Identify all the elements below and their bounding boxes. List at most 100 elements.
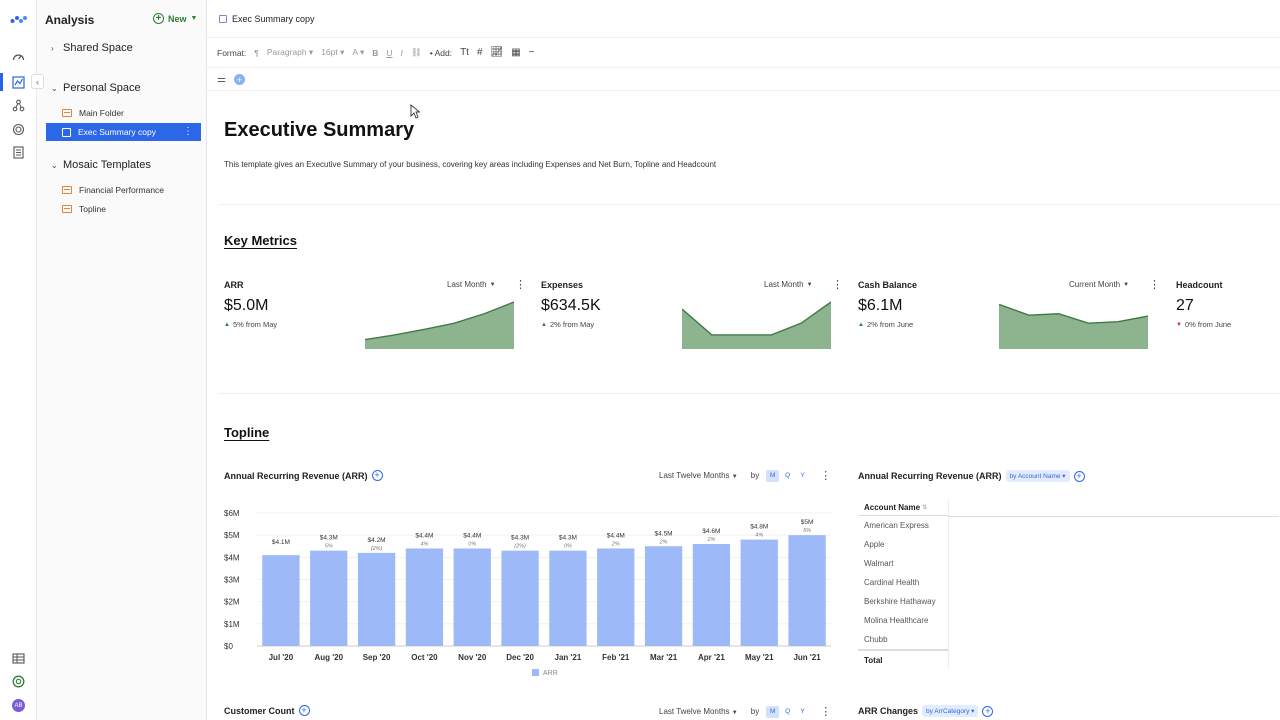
collapse-sidebar-button[interactable]: ‹ xyxy=(31,74,44,89)
page-description[interactable]: This template gives an Executive Summary… xyxy=(224,160,717,169)
arr-table-title[interactable]: Annual Recurring Revenue (ARR) by Accoun… xyxy=(858,470,1085,482)
granularity-y[interactable]: Y xyxy=(800,472,805,479)
underline-icon[interactable]: U xyxy=(386,47,393,58)
font-color-select[interactable]: A ▾ xyxy=(352,47,365,57)
arr-chart-title[interactable]: Annual Recurring Revenue (ARR) + xyxy=(224,470,383,481)
target-icon[interactable] xyxy=(10,121,27,138)
sidebar-item-main-folder[interactable]: Main Folder xyxy=(46,104,201,122)
add-icon[interactable]: + xyxy=(1073,470,1085,482)
bar-value-label: $4.8M xyxy=(750,524,768,531)
add-filter-button[interactable]: + xyxy=(234,74,245,85)
granularity-m[interactable]: M xyxy=(766,705,780,718)
bar xyxy=(405,548,444,646)
item-label: Topline xyxy=(79,204,106,214)
bar-change-label: 5% xyxy=(803,528,811,534)
italic-icon[interactable]: I xyxy=(400,47,403,58)
page-title[interactable]: Executive Summary xyxy=(224,119,415,141)
more-options-icon[interactable]: ⋮ xyxy=(820,706,832,718)
x-tick-label: Sep '20 xyxy=(363,653,391,662)
more-options-icon[interactable]: ⋮ xyxy=(820,470,832,482)
arr-changes-title[interactable]: ARR Changes by ArrCategory ▾ + xyxy=(858,705,994,717)
avatar-icon[interactable]: AB xyxy=(10,697,27,714)
folder-icon xyxy=(62,109,72,117)
line-chart-icon[interactable]: 📈︎ xyxy=(490,47,504,58)
table-row-total[interactable]: Total xyxy=(858,649,949,669)
sidebar-item-financial-performance[interactable]: Financial Performance xyxy=(46,181,201,199)
topline-heading[interactable]: Topline xyxy=(224,425,270,440)
avatar: AB xyxy=(12,699,25,712)
sidebar-item-exec-summary-copy[interactable]: Exec Summary copy ⋮ xyxy=(46,123,201,141)
paragraph-select[interactable]: Paragraph ▾ xyxy=(266,47,314,57)
granularity-y[interactable]: Y xyxy=(800,708,805,715)
bar-value-label: $4.3M xyxy=(511,535,529,542)
divider-icon[interactable]: − xyxy=(528,47,535,58)
table-insert-icon[interactable]: ▦ xyxy=(511,47,521,58)
key-metrics-heading[interactable]: Key Metrics xyxy=(224,233,297,248)
section-shared-space[interactable]: › Shared Space xyxy=(51,42,133,54)
legend-label: ARR xyxy=(543,670,558,677)
period-select[interactable]: Last Month ▼ xyxy=(447,280,496,289)
filter-icon[interactable]: ⚌ xyxy=(217,74,226,85)
table-icon[interactable] xyxy=(10,650,27,667)
hash-icon[interactable]: # xyxy=(476,47,483,58)
link-icon[interactable]: ⛓ xyxy=(410,47,422,57)
add-icon[interactable]: + xyxy=(298,705,310,716)
granularity-m[interactable]: M xyxy=(766,469,780,482)
more-options-icon[interactable]: ⋮ xyxy=(515,279,526,291)
table-row[interactable]: Berkshire Hathaway xyxy=(858,592,949,611)
table-row[interactable]: Walmart xyxy=(858,554,949,573)
bar-change-label: 0% xyxy=(468,541,476,547)
more-options-icon[interactable]: ⋮ xyxy=(1149,279,1160,291)
y-tick-label: $4M xyxy=(224,553,240,562)
add-icon[interactable]: + xyxy=(371,470,383,481)
dashboard-icon[interactable] xyxy=(10,49,27,66)
analysis-icon[interactable] xyxy=(10,74,27,91)
granularity-q[interactable]: Q xyxy=(785,472,791,479)
bar-change-label: (2%) xyxy=(514,544,526,550)
more-options-icon[interactable]: ⋮ xyxy=(183,126,193,137)
period-select[interactable]: Current Month ▼ xyxy=(1069,280,1130,289)
new-button[interactable]: + New ▼ xyxy=(153,13,197,24)
by-arr-category-select[interactable]: by ArrCategory ▾ xyxy=(922,705,979,717)
more-options-icon[interactable]: ⋮ xyxy=(832,279,843,291)
metric-card-headcount[interactable]: Headcount 27 ▼ 0% from June xyxy=(1176,277,1280,357)
period-select[interactable]: Last Twelve Months ▼ xyxy=(659,707,738,716)
filter-row: ⚌ + xyxy=(207,68,1280,91)
logo-icon[interactable] xyxy=(10,11,27,28)
table-row[interactable]: American Express xyxy=(858,516,949,535)
table-row[interactable]: Chubb xyxy=(858,630,949,649)
integrations-icon[interactable] xyxy=(10,97,27,114)
font-size-select[interactable]: 16pt ▾ xyxy=(321,47,345,57)
section-mosaic-templates[interactable]: ⌄ Mosaic Templates xyxy=(51,159,151,171)
granularity-q[interactable]: Q xyxy=(785,708,791,715)
x-tick-label: Jul '20 xyxy=(269,653,294,662)
sidebar-item-topline[interactable]: Topline xyxy=(46,200,201,218)
sparkline xyxy=(682,301,831,349)
sparkline-area xyxy=(999,304,1148,349)
text-icon[interactable]: Tt xyxy=(460,47,469,58)
folder-icon xyxy=(62,205,72,213)
metric-value: 27 xyxy=(1176,297,1194,314)
x-tick-label: May '21 xyxy=(745,653,774,662)
by-account-name-select[interactable]: by Account Name ▾ xyxy=(1005,470,1070,482)
add-icon[interactable]: + xyxy=(982,705,994,717)
metric-card-expenses[interactable]: Expenses Last Month ▼ ⋮ $634.5K ▲ 2% from … xyxy=(541,277,843,357)
metric-card-arr[interactable]: ARR Last Month ▼ ⋮ $5.0M ▲ 5% from May xyxy=(224,277,526,357)
period-select[interactable]: Last Twelve Months ▼ xyxy=(659,471,738,480)
report-icon[interactable] xyxy=(10,144,27,161)
sidebar: Analysis + New ▼ › Shared Space ⌄ Person… xyxy=(37,0,207,720)
table-row[interactable]: Apple xyxy=(858,535,949,554)
customer-count-title[interactable]: Customer Count + xyxy=(224,705,310,716)
table-row[interactable]: Cardinal Health xyxy=(858,573,949,592)
bold-icon[interactable]: B xyxy=(372,47,379,58)
metric-card-cash-balance[interactable]: Cash Balance Current Month ▼ ⋮ $6.1M ▲ 2% … xyxy=(858,277,1160,357)
column-header-account-name[interactable]: Account Name ⇅ xyxy=(858,499,949,516)
section-personal-space[interactable]: ⌄ Personal Space xyxy=(51,82,141,94)
metric-title: Headcount xyxy=(1176,280,1223,290)
document-title[interactable]: Exec Summary copy xyxy=(219,14,315,24)
format-toolbar: Format: ¶ Paragraph ▾ 16pt ▾ A ▾ B U I ⛓… xyxy=(207,38,1280,68)
period-select[interactable]: Last Month ▼ xyxy=(764,280,813,289)
bar-change-label: 4% xyxy=(755,533,763,539)
help-icon[interactable] xyxy=(10,673,27,690)
table-row[interactable]: Molina Healthcare xyxy=(858,611,949,630)
